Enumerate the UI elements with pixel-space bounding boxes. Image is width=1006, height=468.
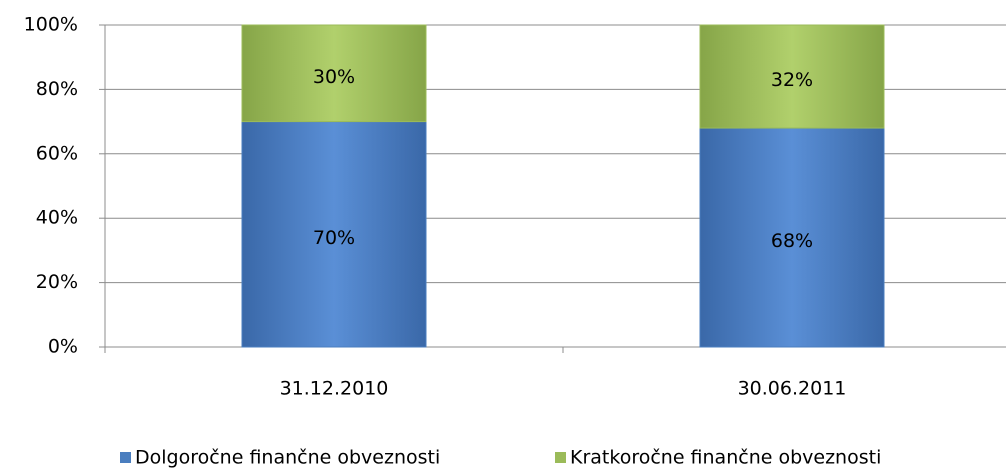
y-tick-label: 40%: [36, 207, 78, 229]
legend-label: Dolgoročne finančne obveznosti: [135, 447, 440, 468]
y-tick-label: 60%: [36, 142, 78, 164]
x-tick-label: 31.12.2010: [280, 378, 389, 400]
value-label: 70%: [313, 227, 355, 249]
value-label: 30%: [313, 66, 355, 88]
bar-segment: [699, 127, 885, 348]
value-label: 68%: [771, 230, 813, 252]
y-tick-label: 100%: [24, 14, 78, 36]
y-tick-label: 80%: [36, 78, 78, 100]
legend-label: Kratkoročne finančne obveznosti: [570, 447, 881, 468]
value-label: 32%: [771, 69, 813, 91]
legend-swatch: [120, 452, 131, 463]
x-tick-label: 30.06.2011: [738, 378, 847, 400]
bar-segment: [241, 121, 427, 348]
y-tick-label: 20%: [36, 271, 78, 293]
bar-segment: [699, 24, 885, 129]
legend-swatch: [555, 452, 566, 463]
y-tick-label: 0%: [48, 336, 78, 358]
bar-segment: [241, 24, 427, 123]
